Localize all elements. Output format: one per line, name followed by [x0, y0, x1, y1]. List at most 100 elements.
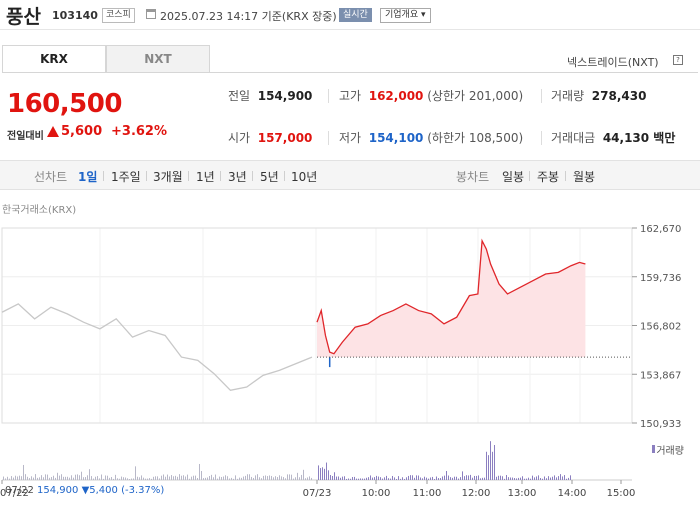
- period-3m[interactable]: 3개월: [153, 170, 183, 184]
- volume-bar: [486, 451, 487, 480]
- volume-bar: [348, 478, 349, 480]
- volume-bar: [297, 472, 298, 480]
- volume-bar: [225, 475, 226, 480]
- volume-bar: [516, 478, 517, 480]
- volume-bar: [23, 464, 24, 480]
- volume-bar: [309, 476, 310, 480]
- realtime-badge[interactable]: 실시간: [339, 8, 372, 22]
- volume-bar: [446, 471, 447, 480]
- volume-bar: [157, 476, 158, 480]
- volume-bar: [249, 474, 250, 480]
- volume-bar: [7, 476, 8, 480]
- volume-bar: [462, 471, 463, 480]
- volume-bar: [29, 478, 30, 480]
- volume-bar: [414, 477, 415, 480]
- volume-bar: [311, 477, 312, 480]
- price-chart[interactable]: 162,670 159,736 156,802 153,867 150,933 07/2…: [0, 215, 700, 505]
- stock-code: 103140: [52, 9, 98, 22]
- period-10y[interactable]: 10년: [291, 170, 318, 184]
- volume-bar: [169, 476, 170, 480]
- volume-bar: [390, 478, 391, 480]
- period-1y[interactable]: 1년: [196, 170, 215, 184]
- stat-value: 154,900: [257, 89, 313, 103]
- volume-bar: [289, 474, 290, 480]
- tab-krx[interactable]: KRX: [2, 45, 106, 73]
- volume-bar: [97, 476, 98, 480]
- volume-bar: [368, 477, 369, 480]
- volume-bar: [189, 478, 190, 480]
- footer-rate: (-3.37%): [121, 485, 165, 496]
- volume-bar: [161, 475, 162, 480]
- volume-bar: [117, 478, 118, 480]
- volume-bar: [285, 478, 286, 480]
- volume-bar: [53, 475, 54, 480]
- stat-label: 거래량: [551, 89, 585, 103]
- volume-bar: [221, 476, 222, 480]
- chart-period-bar: 선차트 1일 1주일 3개월 1년 3년 5년 10년 봉차트 일봉 주봉 월봉: [0, 160, 700, 190]
- volume-bar: [396, 478, 397, 480]
- volume-bar: [43, 477, 44, 480]
- change-label: 전일대비: [7, 131, 44, 142]
- nextrade-link[interactable]: 넥스트레이드(NXT): [567, 56, 659, 69]
- volume-bar: [544, 476, 545, 480]
- volume-bar: [133, 478, 134, 480]
- period-monthly[interactable]: 월봉: [573, 170, 596, 184]
- help-icon[interactable]: ?: [673, 55, 683, 65]
- volume-bar: [59, 475, 60, 480]
- volume-bar: [293, 478, 294, 480]
- period-3y[interactable]: 3년: [228, 170, 247, 184]
- period-1w[interactable]: 1주일: [111, 170, 141, 184]
- volume-bar: [412, 475, 413, 480]
- period-1d[interactable]: 1일: [78, 170, 98, 184]
- divider: [103, 171, 104, 181]
- volume-bar: [540, 478, 541, 480]
- volume-bar: [514, 478, 515, 480]
- stat-label: 고가: [339, 89, 362, 103]
- tab-nxt[interactable]: NXT: [106, 45, 210, 73]
- volume-bar: [508, 477, 509, 480]
- volume-bar: [119, 478, 120, 480]
- volume-bar: [536, 476, 537, 480]
- period-weekly[interactable]: 주봉: [537, 170, 560, 184]
- volume-bar: [386, 475, 387, 480]
- volume-bar: [243, 476, 244, 480]
- volume-bar: [360, 478, 361, 480]
- volume-bar: [259, 477, 260, 480]
- volume-bar: [211, 474, 212, 480]
- volume-bar: [478, 475, 479, 480]
- volume-bar: [127, 478, 128, 480]
- volume-bar: [49, 477, 50, 480]
- quote-datetime: 2025.07.23 14:17 기준(KRX 장중): [160, 10, 337, 23]
- volume-bar: [85, 477, 86, 480]
- volume-bar: [143, 477, 144, 480]
- volume-bar: [271, 475, 272, 480]
- volume-bar: [99, 478, 100, 480]
- footer-close: 154,900: [37, 485, 79, 496]
- volume-bar: [93, 478, 94, 480]
- volume-bar: [45, 474, 46, 480]
- divider: [328, 89, 329, 103]
- period-5y[interactable]: 5년: [260, 170, 279, 184]
- volume-bar: [518, 477, 519, 480]
- volume-bar: [251, 476, 252, 480]
- volume-bar: [19, 475, 20, 480]
- period-daily[interactable]: 일봉: [502, 170, 525, 184]
- stat-high: 고가 162,000 (상한가 201,000): [339, 87, 523, 104]
- volume-bar: [330, 475, 331, 480]
- market-badge: 코스피: [102, 8, 135, 23]
- volume-bar: [103, 478, 104, 480]
- today-area: [317, 240, 586, 358]
- volume-bar: [338, 476, 339, 480]
- company-info-button[interactable]: 기업개요 ▾: [380, 8, 431, 23]
- volume-bar: [466, 475, 467, 480]
- volume-bar: [273, 477, 274, 480]
- volume-bar: [41, 475, 42, 480]
- volume-bar: [372, 477, 373, 480]
- volume-bar: [434, 478, 435, 480]
- volume-bar: [55, 477, 56, 480]
- volume-bar: [442, 476, 443, 480]
- volume-bar: [165, 476, 166, 480]
- stat-value: 157,000: [257, 131, 313, 145]
- volume-bar: [408, 475, 409, 480]
- x-tick-label: 12:00: [462, 488, 491, 499]
